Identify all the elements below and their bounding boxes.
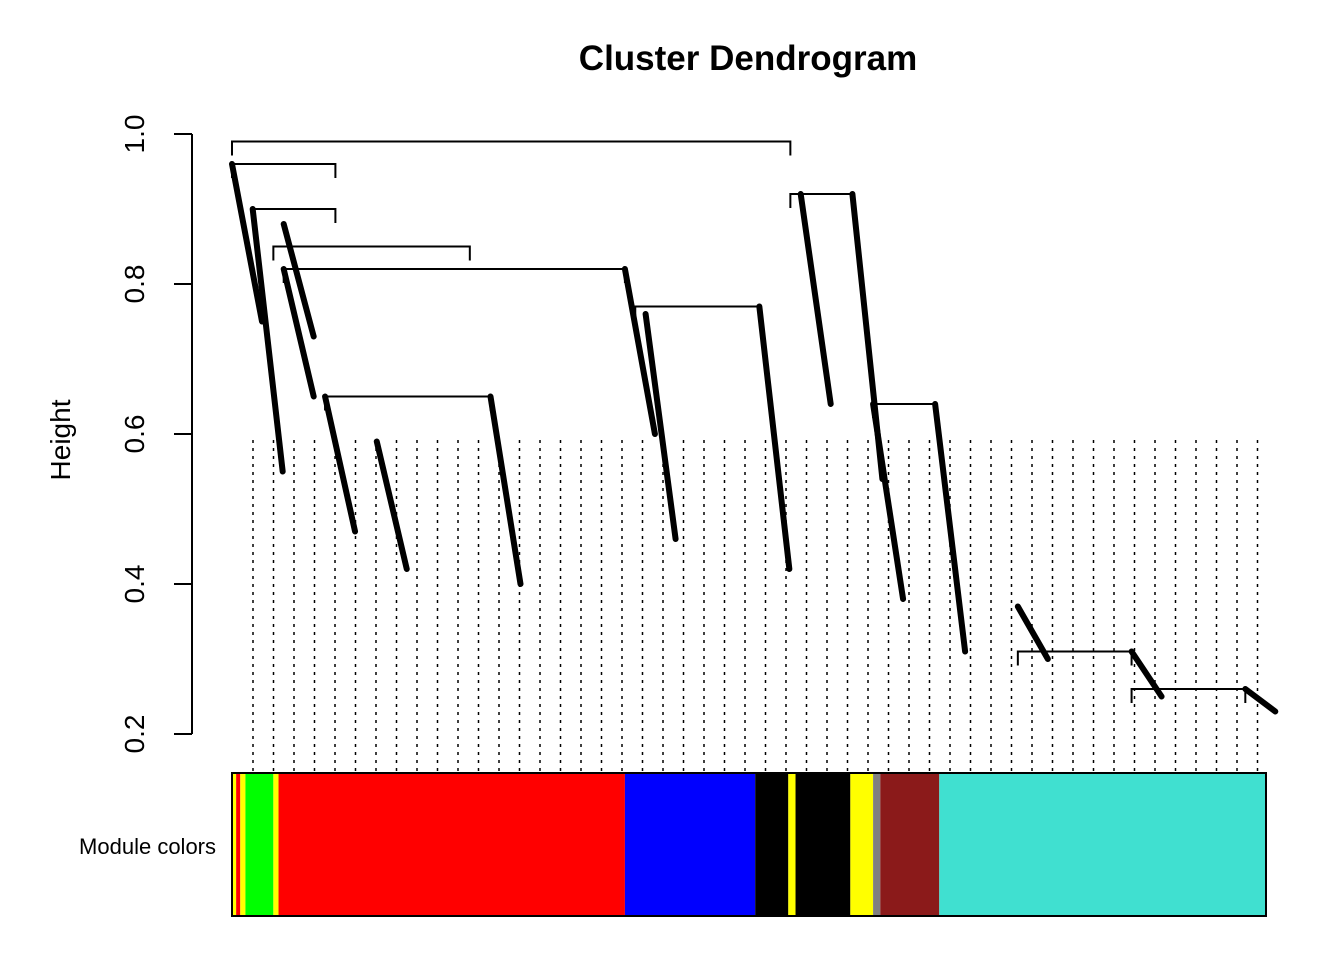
dendrogram-branch — [373, 438, 410, 572]
module-color-segment — [240, 773, 246, 916]
dendrogram-branch — [1128, 648, 1165, 700]
module-color-segment — [788, 773, 796, 916]
module-color-segment — [795, 773, 851, 916]
module-color-segment — [850, 773, 874, 916]
dendrogram-branch — [642, 311, 679, 542]
dendrogram-branch — [797, 191, 834, 407]
dendrogram-merge — [282, 268, 626, 283]
module-color-bar — [232, 773, 1266, 916]
y-tick-label: 1.0 — [119, 115, 150, 154]
dendrogram-branch — [870, 401, 907, 602]
dendrogram-branch — [280, 221, 317, 340]
module-color-segment — [232, 773, 237, 916]
dendrogram-merge — [251, 208, 337, 223]
y-axis-label: Height — [45, 399, 76, 480]
dendrogram-branch — [280, 266, 317, 400]
chart-title: Cluster Dendrogram — [579, 39, 917, 78]
dendrogram-merge — [272, 245, 471, 261]
module-color-segment — [624, 773, 756, 916]
y-tick-label: 0.4 — [119, 565, 150, 604]
dendrogram-merge — [1130, 688, 1247, 703]
dendrogram-tree — [229, 140, 1279, 715]
dendrogram-branch — [487, 393, 524, 587]
module-color-segment — [880, 773, 940, 916]
dendrogram-merge — [1016, 650, 1133, 666]
module-color-segment — [273, 773, 279, 916]
leaf-guide-lines — [252, 440, 1259, 772]
module-color-segment — [755, 773, 789, 916]
module-color-segment — [873, 773, 881, 916]
module-colors-label: Module colors — [79, 834, 216, 859]
dendrogram-merge — [231, 163, 337, 178]
module-color-segment — [278, 773, 625, 916]
dendrogram-branch — [1242, 686, 1279, 715]
dendrogram-merge — [231, 140, 792, 156]
dendrogram-branch — [249, 206, 286, 475]
y-axis-ticks: 0.2 0.4 0.6 0.8 1.0 — [119, 115, 192, 754]
y-axis: 0.2 0.4 0.6 0.8 1.0 — [119, 115, 193, 754]
dendrogram-merge — [634, 305, 761, 321]
dendrogram-branch — [621, 266, 658, 437]
dendrogram-branch — [229, 161, 265, 325]
module-color-segment — [939, 773, 1266, 916]
dendrogram-branch — [756, 303, 793, 572]
y-tick-label: 0.6 — [119, 415, 150, 454]
module-color-bar-frame — [231, 772, 1267, 917]
dendrogram-branch — [932, 401, 969, 655]
y-tick-label: 0.8 — [119, 265, 150, 304]
dendrogram-branch — [1014, 603, 1051, 662]
dendrogram-branch — [322, 393, 359, 535]
module-color-segment — [236, 773, 241, 916]
module-color-segment — [245, 773, 274, 916]
y-tick-label: 0.2 — [119, 715, 150, 754]
dendrogram-merge — [324, 395, 492, 411]
dendrogram-merge — [872, 403, 937, 418]
